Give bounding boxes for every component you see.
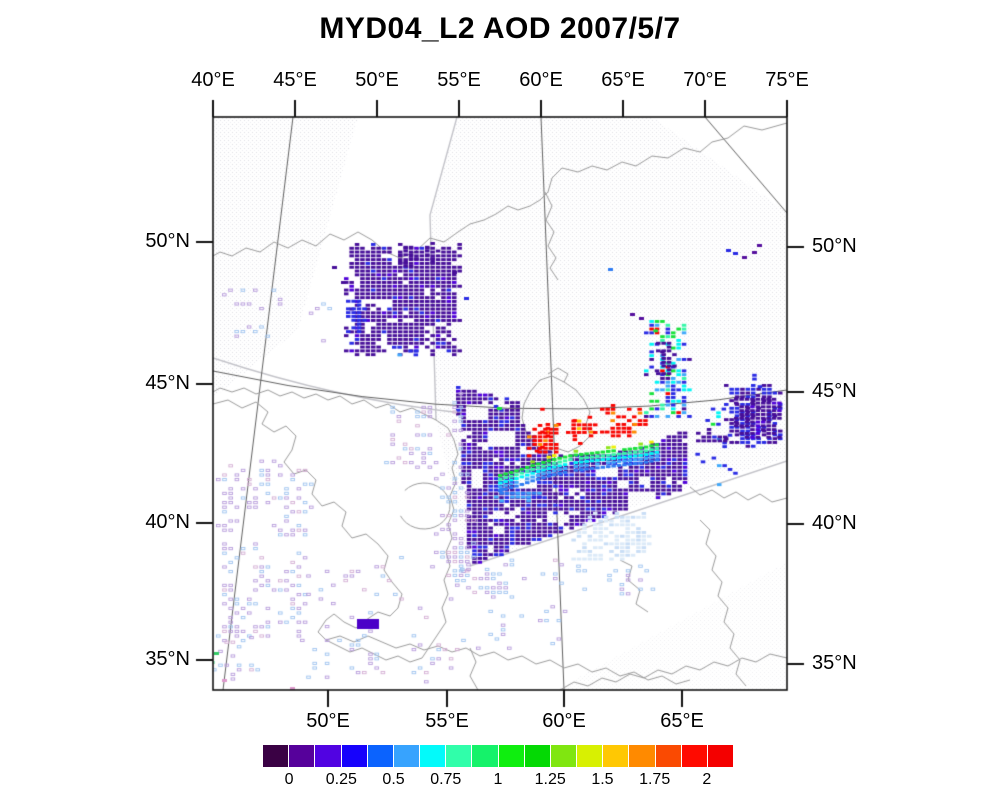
colorbar-box xyxy=(263,745,289,767)
colorbar-box xyxy=(681,745,707,767)
colorbar-box xyxy=(603,745,629,767)
colorbar-box xyxy=(420,745,446,767)
colorbar-label: 0 xyxy=(284,771,294,788)
right-axis-label: 50°N xyxy=(812,235,857,257)
colorbar-box xyxy=(577,745,603,767)
colorbar xyxy=(263,745,734,767)
bottom-axis-label: 50°E xyxy=(306,710,350,732)
colorbar-label: 0.75 xyxy=(430,771,462,788)
colorbar-box xyxy=(629,745,655,767)
colorbar-box xyxy=(289,745,315,767)
left-axis-label: 40°N xyxy=(145,511,190,533)
colorbar-box xyxy=(524,745,550,767)
right-axis-label: 45°N xyxy=(812,380,857,402)
chart-title: MYD04_L2 AOD 2007/5/7 xyxy=(319,12,681,45)
colorbar-box xyxy=(367,745,393,767)
colorbar-label: 0.5 xyxy=(382,771,405,788)
colorbar-box xyxy=(655,745,681,767)
colorbar-box xyxy=(472,745,498,767)
colorbar-label: 2 xyxy=(702,771,712,788)
top-axis-label: 65°E xyxy=(601,69,645,91)
colorbar-label: 1.75 xyxy=(639,771,671,788)
top-axis-label: 75°E xyxy=(765,69,809,91)
colorbar-box xyxy=(341,745,367,767)
left-axis-label: 45°N xyxy=(145,372,190,394)
colorbar-label: 1 xyxy=(493,771,503,788)
colorbar-box xyxy=(446,745,472,767)
bottom-axis-label: 55°E xyxy=(425,710,469,732)
left-axis-label: 50°N xyxy=(145,230,190,252)
left-axis-label: 35°N xyxy=(145,648,190,670)
colorbar-box xyxy=(550,745,577,767)
bottom-axis-label: 60°E xyxy=(542,710,586,732)
colorbar-label: 1.25 xyxy=(534,771,566,788)
top-axis-label: 40°E xyxy=(191,69,235,91)
right-axis-label: 40°N xyxy=(812,512,857,534)
colorbar-label: 1.5 xyxy=(591,771,614,788)
colorbar-box xyxy=(707,745,734,767)
colorbar-label: 0.25 xyxy=(325,771,357,788)
top-axis-label: 70°E xyxy=(683,69,727,91)
top-axis-label: 45°E xyxy=(273,69,317,91)
colorbar-box xyxy=(315,745,341,767)
top-axis-label: 60°E xyxy=(519,69,563,91)
top-axis-label: 55°E xyxy=(437,69,481,91)
colorbar-box xyxy=(498,745,524,767)
top-axis-label: 50°E xyxy=(355,69,399,91)
right-axis-label: 35°N xyxy=(812,652,857,674)
bottom-axis-label: 65°E xyxy=(660,710,704,732)
colorbar-box xyxy=(393,745,420,767)
